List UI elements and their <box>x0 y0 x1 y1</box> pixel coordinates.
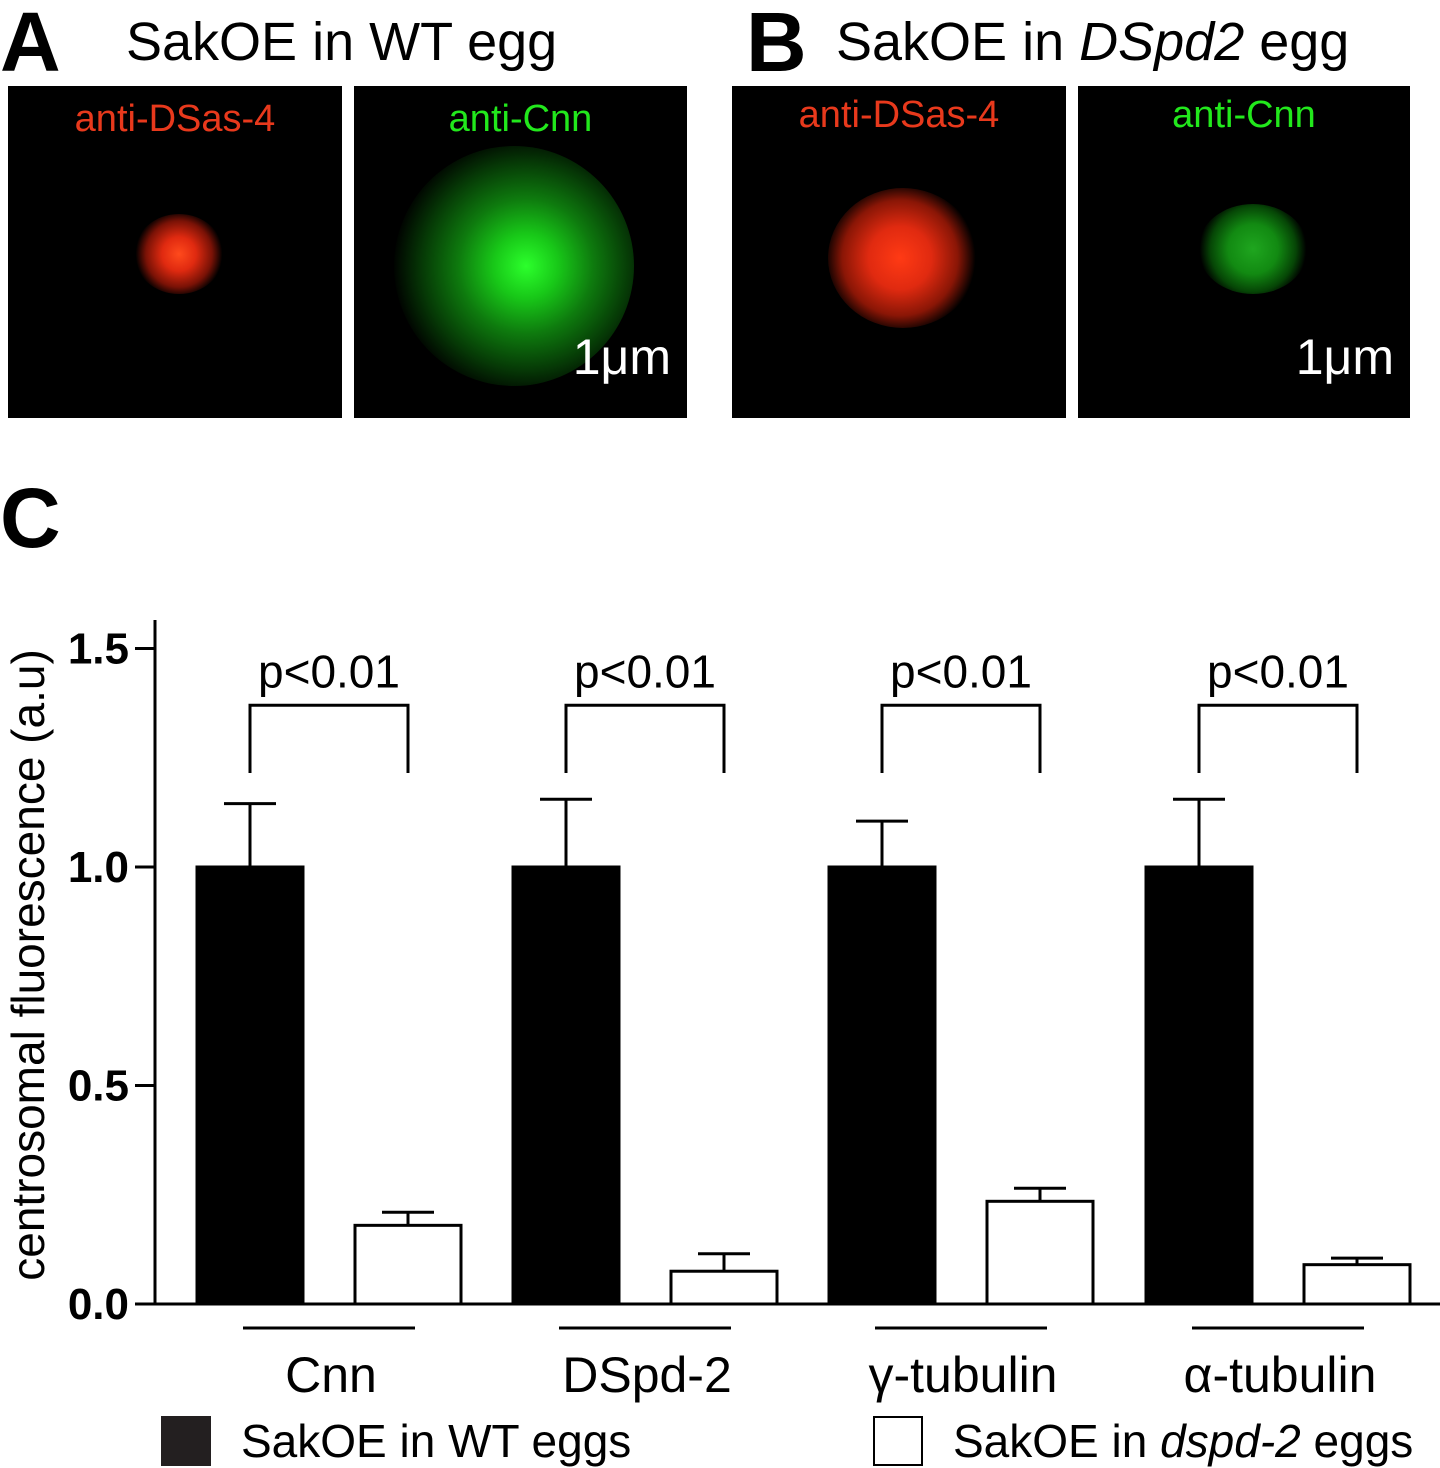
bar-dspd2 <box>985 1199 1095 1306</box>
significance-bracket <box>564 703 726 774</box>
significance-bracket <box>1197 703 1359 774</box>
micrograph-label: anti-DSas-4 <box>798 94 1000 136</box>
category-label: α-tubulin <box>1184 1347 1377 1403</box>
panel-letter-b: B <box>746 0 807 89</box>
significance-label: p<0.01 <box>890 645 1032 697</box>
micrograph-a-dsas4: anti-DSas-4 <box>8 86 342 418</box>
panel-b-title: SakOE in DSpd2 egg <box>836 12 1350 72</box>
significance-label: p<0.01 <box>258 645 400 697</box>
category-label: DSpd-2 <box>562 1347 732 1403</box>
micrograph-label: anti-Cnn <box>448 98 593 140</box>
legend-label: SakOE in WT eggs <box>241 1415 632 1467</box>
bar-wt <box>511 865 621 1306</box>
bar-dspd2 <box>1302 1263 1412 1306</box>
y-tick-label: 0.5 <box>68 1062 129 1111</box>
cnn-centrosome-spot <box>394 146 634 386</box>
bar-wt <box>827 865 937 1306</box>
legend-item-dspd2: SakOE in dspd-2 eggs <box>873 1414 1413 1468</box>
micrograph-a-cnn: anti-Cnn 1μm <box>354 86 687 418</box>
scale-bar-label: 1μm <box>1295 329 1394 385</box>
legend-swatch-black <box>161 1416 211 1466</box>
significance-bracket <box>248 703 410 774</box>
y-tick-label: 1.0 <box>68 843 129 892</box>
category-label: Cnn <box>285 1347 377 1403</box>
dsas4-centrosome-spot <box>134 214 224 294</box>
cnn-centrosome-spot <box>1198 204 1308 294</box>
legend-item-wt: SakOE in WT eggs <box>161 1414 631 1468</box>
panel-letter-a: A <box>0 0 61 89</box>
bar-wt <box>195 865 305 1306</box>
y-axis-label: centrosomal fluorescence (a.u) <box>2 649 54 1281</box>
panel-a-title: SakOE in WT egg <box>126 12 558 72</box>
bar-wt <box>1144 865 1254 1306</box>
micrograph-b-cnn: anti-Cnn 1μm <box>1078 86 1410 418</box>
significance-bracket <box>880 703 1042 774</box>
micrograph-label: anti-Cnn <box>1172 94 1316 136</box>
legend-swatch-white <box>873 1416 923 1466</box>
dsas4-centrosome-spot <box>828 188 978 328</box>
legend-label: SakOE in dspd-2 eggs <box>953 1415 1414 1467</box>
micrograph-b-dsas4: anti-DSas-4 <box>732 86 1066 418</box>
scale-bar-label: 1μm <box>572 329 671 385</box>
significance-label: p<0.01 <box>574 645 716 697</box>
bar-dspd2 <box>669 1269 779 1306</box>
panel-letter-c: C <box>0 471 61 565</box>
significance-label: p<0.01 <box>1207 645 1349 697</box>
y-tick-label: 1.5 <box>68 625 129 674</box>
y-tick-label: 0.0 <box>68 1280 129 1329</box>
micrograph-label: anti-DSas-4 <box>74 98 276 140</box>
category-label: γ-tubulin <box>869 1347 1058 1403</box>
bar-dspd2 <box>353 1223 463 1306</box>
